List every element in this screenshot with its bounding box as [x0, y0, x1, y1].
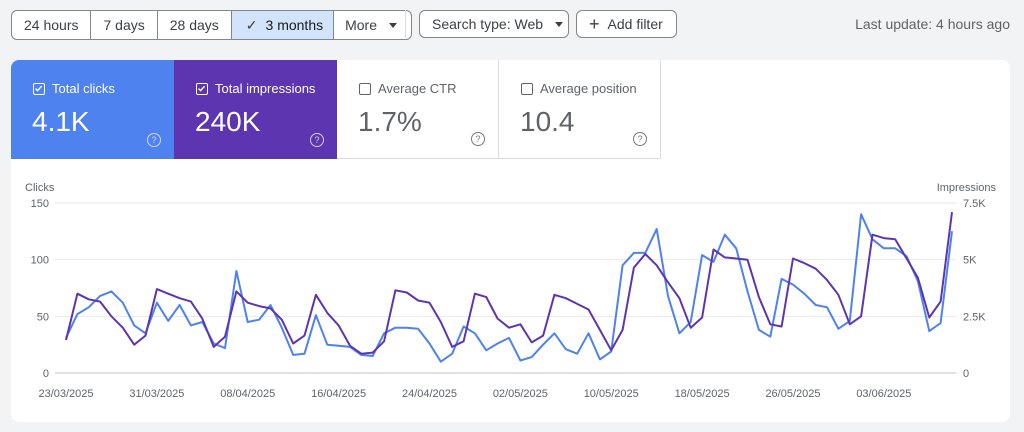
- metric-total-impressions[interactable]: Total impressions 240K ?: [174, 60, 337, 159]
- checkbox-checked-icon[interactable]: [33, 83, 45, 95]
- x-tick-label: 23/03/2025: [38, 388, 93, 400]
- left-tick-label: 150: [31, 198, 49, 210]
- help-icon[interactable]: ?: [633, 132, 647, 146]
- range-7-days[interactable]: 7 days: [91, 11, 158, 39]
- left-axis-label: Clicks: [25, 182, 55, 194]
- caret-down-icon: [389, 22, 398, 28]
- right-axis-label: Impressions: [937, 182, 997, 194]
- top-toolbar: 24 hours 7 days 28 days ✓ 3 months More …: [0, 0, 1024, 48]
- metric-value: 240K: [195, 106, 261, 137]
- caret-down-icon: [555, 21, 564, 27]
- right-tick-label: 5K: [963, 255, 977, 267]
- series-line-impressions[interactable]: [65, 211, 953, 355]
- x-tick-label: 02/05/2025: [493, 388, 548, 400]
- x-tick-label: 03/06/2025: [856, 388, 911, 400]
- help-icon[interactable]: ?: [310, 133, 324, 147]
- add-filter-label: Add filter: [607, 16, 663, 32]
- left-tick-label: 50: [37, 311, 49, 323]
- x-tick-label: 24/04/2025: [402, 388, 457, 400]
- x-tick-label: 31/03/2025: [129, 388, 184, 400]
- more-label: More: [345, 17, 378, 33]
- help-icon[interactable]: ?: [471, 132, 485, 146]
- metric-label: Average position: [540, 81, 637, 96]
- left-tick-label: 100: [31, 255, 49, 267]
- checkbox-unchecked-icon[interactable]: [359, 83, 371, 95]
- x-tick-label: 18/05/2025: [675, 388, 730, 400]
- metric-label: Average CTR: [378, 81, 457, 96]
- x-tick-label: 10/05/2025: [584, 388, 639, 400]
- x-tick-label: 26/05/2025: [765, 388, 820, 400]
- metric-value: 4.1K: [32, 106, 90, 137]
- toolbar-divider: [405, 10, 406, 38]
- last-update-text: Last update: 4 hours ago: [855, 16, 1010, 32]
- performance-card: Total clicks 4.1K ? Total impressions 24…: [11, 60, 1010, 422]
- check-icon: ✓: [245, 17, 258, 33]
- range-28-days[interactable]: 28 days: [158, 11, 232, 39]
- date-range-selector: 24 hours 7 days 28 days ✓ 3 months More: [11, 10, 413, 40]
- x-tick-label: 08/04/2025: [220, 388, 275, 400]
- left-tick-label: 0: [43, 368, 49, 380]
- checkbox-checked-icon[interactable]: [196, 83, 208, 95]
- right-tick-label: 2.5K: [963, 311, 986, 323]
- range-24-hours[interactable]: 24 hours: [12, 11, 92, 39]
- range-3-months-label: 3 months: [265, 17, 324, 33]
- metric-value: 1.7%: [358, 106, 422, 137]
- metric-label: Total impressions: [215, 81, 316, 96]
- x-tick-label: 16/04/2025: [311, 388, 366, 400]
- plus-icon: +: [589, 14, 600, 34]
- right-tick-label: 0: [963, 368, 969, 380]
- right-tick-label: 7.5K: [963, 198, 986, 210]
- metric-total-clicks[interactable]: Total clicks 4.1K ?: [11, 60, 174, 159]
- metric-average-position[interactable]: Average position 10.4 ?: [499, 60, 661, 159]
- search-type-label: Search type: Web: [432, 16, 544, 32]
- help-icon[interactable]: ?: [147, 133, 161, 147]
- metric-label: Total clicks: [52, 81, 115, 96]
- checkbox-unchecked-icon[interactable]: [521, 83, 533, 95]
- series-line-clicks[interactable]: [65, 213, 953, 363]
- more-dropdown[interactable]: More: [334, 11, 411, 39]
- search-type-dropdown[interactable]: Search type: Web: [419, 10, 569, 38]
- metric-value: 10.4: [520, 106, 575, 137]
- add-filter-button[interactable]: + Add filter: [576, 10, 677, 38]
- metric-average-ctr[interactable]: Average CTR 1.7% ?: [337, 60, 499, 159]
- performance-chart[interactable]: Clicks Impressions 0 0 50 2.5K 100 5K 150 7.5K 23/…: [11, 170, 1010, 422]
- range-3-months[interactable]: ✓ 3 months: [231, 11, 335, 39]
